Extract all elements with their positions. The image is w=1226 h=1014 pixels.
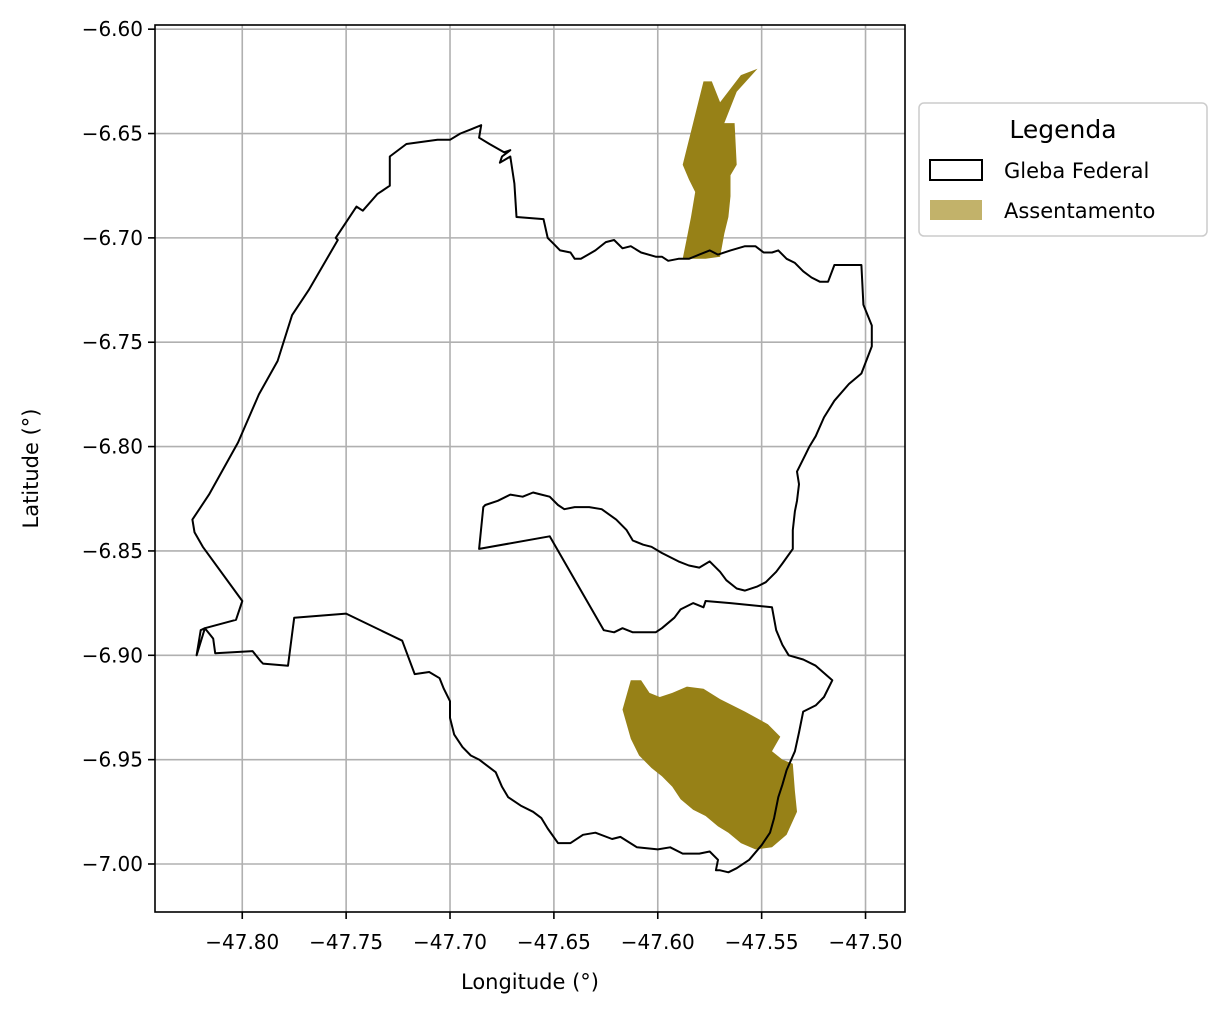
legend: Legenda Gleba Federal Assentamento	[918, 102, 1208, 237]
legend-entry: Assentamento	[930, 199, 1155, 223]
x-tick-label: −47.55	[725, 930, 799, 954]
y-tick-label: −6.80	[82, 435, 143, 459]
x-tick-label: −47.50	[829, 930, 903, 954]
legend-title: Legenda	[1009, 115, 1116, 144]
x-tick-label: −47.80	[205, 930, 279, 954]
y-tick-label: −6.65	[82, 122, 143, 146]
x-tick-label: −47.60	[621, 930, 695, 954]
gleba-federal-polygon	[191, 124, 873, 874]
x-axis-label: Longitude (°)	[461, 970, 599, 994]
legend-entry: Gleba Federal	[929, 159, 1149, 183]
x-tick-label: −47.70	[413, 930, 487, 954]
y-tick-label: −6.95	[82, 748, 143, 772]
legend-label: Assentamento	[1004, 199, 1155, 223]
plot-frame	[154, 24, 906, 913]
assentamento-polygon	[622, 680, 797, 850]
axis-ticks: −47.80 −47.75 −47.70 −47.65 −47.60 −47.55 −47.…	[82, 17, 903, 954]
y-tick-label: −6.70	[82, 226, 143, 250]
y-tick-label: −6.75	[82, 330, 143, 354]
assentamento-polygon	[682, 68, 758, 259]
y-tick-label: −6.85	[82, 539, 143, 563]
y-tick-label: −6.60	[82, 17, 143, 41]
x-tick-label: −47.65	[517, 930, 591, 954]
map-layers	[191, 68, 873, 874]
legend-box	[918, 102, 1208, 237]
legend-label: Gleba Federal	[1004, 159, 1149, 183]
legend-swatch-gleba	[929, 159, 983, 181]
legend-swatch-assentamento	[930, 200, 982, 220]
y-tick-label: −7.00	[82, 852, 143, 876]
y-axis-label: Latitude (°)	[19, 409, 43, 529]
grid	[155, 25, 905, 912]
y-tick-label: −6.90	[82, 643, 143, 667]
x-tick-label: −47.75	[309, 930, 383, 954]
